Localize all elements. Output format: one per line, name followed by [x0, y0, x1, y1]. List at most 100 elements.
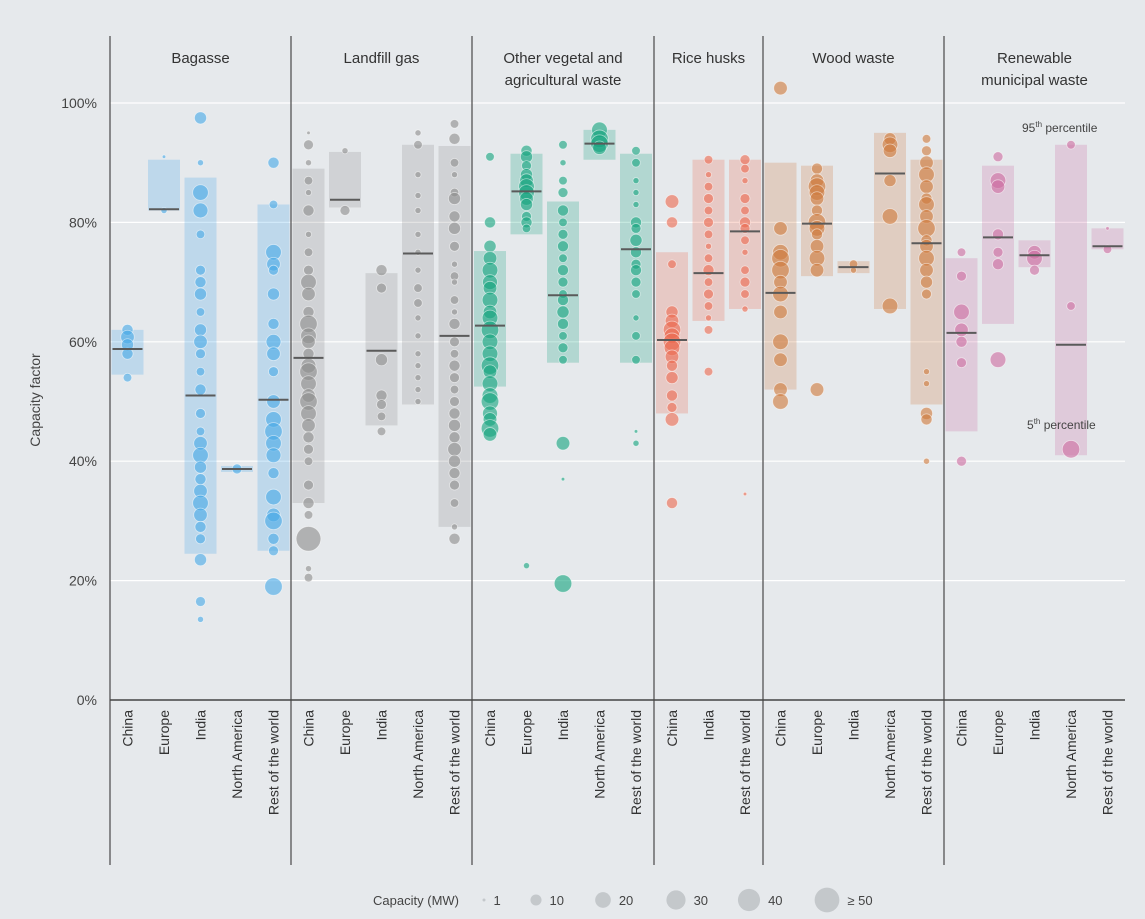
data-point	[413, 298, 423, 308]
data-point	[739, 276, 751, 288]
data-point	[772, 393, 789, 410]
group-title: Renewable	[997, 50, 1072, 67]
data-point	[267, 317, 280, 330]
x-tick-label: Europe	[337, 710, 353, 755]
y-tick-label: 100%	[61, 95, 97, 111]
data-point	[195, 366, 206, 377]
data-point	[883, 174, 897, 188]
data-point	[268, 545, 279, 557]
data-point	[195, 264, 206, 276]
category-north-america: North America	[402, 129, 434, 799]
data-point	[268, 366, 279, 377]
data-point	[558, 253, 568, 263]
data-point	[449, 372, 460, 383]
data-point	[956, 357, 967, 369]
legend-bubble	[814, 887, 840, 913]
data-point	[448, 454, 461, 468]
data-point	[705, 314, 712, 322]
legend-title: Capacity (MW)	[373, 893, 459, 908]
data-point	[705, 242, 712, 250]
data-point	[741, 177, 749, 185]
category-europe: Europe	[510, 144, 543, 755]
data-point	[557, 204, 569, 217]
group-other-vegetal-and-agricultural-waste: Other vegetal and agricultural waste China…	[474, 50, 652, 815]
category-rest-of-the-world: Rest of the world	[257, 156, 290, 815]
group-landfill-gas: Landfill gas China Europe India North Americ…	[292, 50, 471, 815]
data-point	[449, 295, 460, 305]
data-point	[414, 230, 422, 238]
data-point	[193, 507, 208, 523]
data-point	[809, 262, 825, 278]
x-tick-label: North America	[229, 710, 245, 799]
x-tick-label: Europe	[519, 710, 535, 755]
data-point	[484, 216, 496, 229]
data-point	[448, 132, 461, 145]
data-point	[266, 346, 281, 361]
data-point	[742, 491, 748, 497]
data-point	[740, 235, 750, 245]
data-point	[920, 275, 933, 289]
data-point	[920, 413, 933, 426]
data-point	[555, 436, 571, 451]
data-point	[451, 308, 458, 316]
data-point	[414, 386, 422, 393]
data-point	[703, 288, 714, 300]
y-tick-label: 20%	[69, 573, 97, 589]
data-point	[740, 205, 750, 216]
x-tick-label: India	[701, 710, 717, 741]
group-title: Wood waste	[812, 50, 894, 67]
data-point	[703, 205, 714, 216]
data-point	[630, 264, 642, 277]
data-point	[448, 221, 461, 235]
x-tick-label: China	[301, 710, 317, 747]
data-point	[305, 159, 312, 167]
data-point	[773, 221, 788, 236]
group-wood-waste: Wood waste China Europe India North America R…	[764, 50, 943, 815]
data-point	[1061, 440, 1081, 459]
data-point	[923, 380, 930, 388]
data-point	[195, 348, 206, 360]
category-china: China	[111, 323, 144, 747]
group-rice-husks: Rice husks China India Rest of the world	[656, 50, 761, 815]
x-tick-label: India	[846, 710, 862, 741]
data-point	[376, 282, 387, 294]
data-point	[267, 156, 280, 169]
legend-label: 40	[768, 893, 782, 908]
group-title: Other vegetal and	[503, 50, 622, 67]
category-rest-of-the-world: Rest of the world	[438, 119, 471, 815]
data-point	[267, 287, 280, 301]
data-point	[413, 283, 423, 293]
category-europe: Europe	[982, 151, 1014, 755]
legend-bubble	[737, 888, 761, 912]
category-china: China	[474, 152, 506, 747]
category-europe: Europe	[148, 154, 180, 755]
data-point	[956, 270, 967, 282]
category-rest-of-the-world: Rest of the world	[620, 146, 652, 815]
data-point	[303, 443, 314, 455]
category-rest-of-the-world: Rest of the world	[910, 134, 943, 815]
data-point	[449, 498, 460, 508]
data-point	[558, 175, 568, 186]
data-point	[703, 217, 714, 228]
data-point	[295, 526, 322, 552]
data-point	[630, 276, 642, 288]
data-point	[666, 402, 678, 413]
data-point	[301, 334, 316, 349]
data-point	[305, 189, 312, 196]
data-point	[632, 439, 640, 447]
y-axis-label: Capacity factor	[27, 353, 43, 447]
data-point	[448, 192, 461, 205]
data-point	[631, 331, 641, 341]
data-point	[557, 240, 569, 253]
data-point	[414, 314, 422, 322]
data-point	[376, 411, 387, 422]
data-point	[122, 372, 133, 383]
category-europe: Europe	[801, 162, 833, 755]
data-point	[558, 331, 568, 341]
data-point	[923, 457, 930, 465]
legend-label: 1	[494, 893, 501, 908]
data-point	[448, 359, 461, 372]
legend-label: 10	[550, 893, 564, 908]
data-point	[451, 171, 458, 179]
